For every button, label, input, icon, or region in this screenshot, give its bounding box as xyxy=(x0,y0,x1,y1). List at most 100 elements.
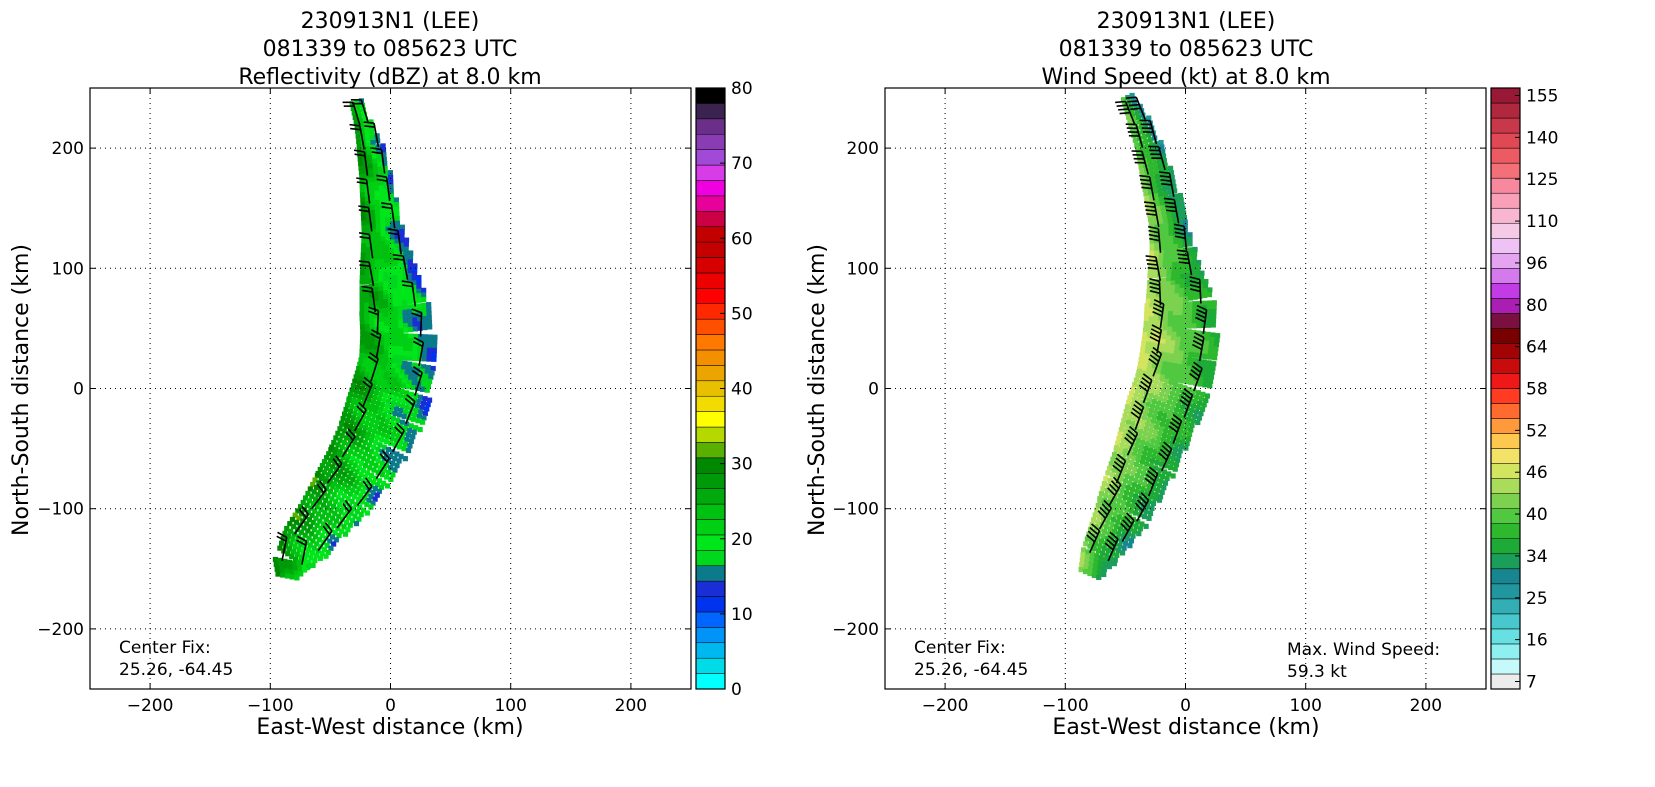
wind-speed-field-cell xyxy=(1149,239,1155,245)
reflectivity-field-cell xyxy=(364,323,370,330)
reflectivity-field-cell xyxy=(402,305,408,311)
reflectivity-field-cell xyxy=(392,456,398,462)
reflectivity-field-cell xyxy=(397,287,403,293)
reflectivity-field-cell xyxy=(366,224,372,230)
wind-speed-field-cell xyxy=(1203,397,1209,404)
wind-speed-field-cell xyxy=(1177,224,1184,231)
wind-speed-field-cell xyxy=(1131,416,1137,422)
wind-speed-field-cell xyxy=(1137,448,1143,455)
wind-speed-wind-barb-feather xyxy=(1149,277,1160,283)
wind-speed-center-fix-annotation: 25.26, -64.45 xyxy=(914,660,1028,680)
reflectivity-field-cell xyxy=(346,453,352,459)
reflectivity-field-cell xyxy=(376,148,382,154)
wind-speed-field-cell xyxy=(1159,406,1165,412)
wind-speed-field-cell xyxy=(1206,360,1212,366)
reflectivity-field-cell xyxy=(344,457,350,463)
wind-speed-wind-barb-feather xyxy=(1159,175,1171,178)
wind-speed-field-cell xyxy=(1183,287,1190,293)
reflectivity-field-cell xyxy=(358,460,364,466)
wind-speed-field-cell xyxy=(1149,243,1155,249)
reflectivity-field-cell xyxy=(364,344,370,351)
wind-speed-field-cell xyxy=(1104,507,1110,513)
wind-speed-wind-barb-feather xyxy=(1116,453,1126,462)
reflectivity-field-cell xyxy=(393,372,400,379)
wind-speed-wind-barb-feather xyxy=(1106,538,1116,547)
wind-speed-field-cell xyxy=(1128,475,1135,481)
reflectivity-field-cell xyxy=(392,311,399,317)
reflectivity-field-cell xyxy=(371,444,377,450)
reflectivity-field-cell xyxy=(360,456,366,462)
reflectivity-field-cell xyxy=(326,512,332,518)
wind-speed-field-cell xyxy=(1158,196,1165,202)
wind-speed-field-cell xyxy=(1144,303,1150,309)
reflectivity-field-cell xyxy=(367,163,374,170)
wind-speed-field-cell xyxy=(1128,538,1135,544)
reflectivity-field-cell xyxy=(283,563,289,569)
wind-speed-field-cell xyxy=(1144,353,1150,359)
wind-speed-field-cell xyxy=(1175,417,1182,424)
wind-speed-field-cell xyxy=(1155,420,1161,426)
wind-speed-field-cell xyxy=(1181,210,1187,216)
wind-speed-wind-barb-feather xyxy=(1099,506,1108,516)
wind-speed-field-cell xyxy=(1179,201,1185,207)
wind-speed-field-cell xyxy=(1182,223,1188,230)
reflectivity-field-cell xyxy=(383,180,389,186)
reflectivity-colorbar-tick-label: 40 xyxy=(731,380,753,400)
wind-speed-field-cell xyxy=(1186,323,1192,329)
reflectivity-field-cell xyxy=(313,496,319,502)
wind-speed-field-cell xyxy=(1191,260,1197,266)
wind-speed-colorbar-segment xyxy=(1490,132,1521,149)
wind-speed-field-cell xyxy=(1102,529,1108,535)
wind-speed-field-cell xyxy=(1114,474,1120,480)
reflectivity-field-cell xyxy=(411,289,417,295)
reflectivity-field-cell xyxy=(328,447,334,453)
reflectivity-field-cell xyxy=(294,539,300,545)
wind-speed-field-cell xyxy=(1176,270,1182,276)
wind-speed-field-cell xyxy=(1140,348,1146,354)
reflectivity-field-cell xyxy=(375,446,381,453)
wind-speed-field-cell xyxy=(1180,419,1186,425)
reflectivity-field-cell xyxy=(361,429,367,435)
wind-speed-field-cell xyxy=(1151,206,1157,213)
wind-speed-field-cell xyxy=(1161,157,1167,164)
wind-speed-field-cell xyxy=(1110,533,1116,539)
wind-speed-field-cell xyxy=(1190,334,1196,340)
reflectivity-field-cell xyxy=(377,426,383,432)
reflectivity-field-cell xyxy=(377,166,383,172)
reflectivity-field-cell xyxy=(373,171,379,178)
wind-speed-field-cell xyxy=(1200,391,1206,397)
wind-speed-field-cell xyxy=(1137,361,1144,367)
reflectivity-field-cell xyxy=(409,371,415,377)
wind-speed-field-cell xyxy=(1172,253,1179,259)
wind-speed-wind-barb-feather xyxy=(1193,361,1203,370)
reflectivity-field-cell xyxy=(342,482,348,488)
wind-speed-colorbar-segment xyxy=(1490,283,1521,299)
reflectivity-field-cell xyxy=(383,325,390,331)
reflectivity-field-cell xyxy=(356,366,362,372)
wind-speed-field-cell xyxy=(1202,288,1208,294)
wind-speed-field-cell xyxy=(1154,224,1160,230)
reflectivity-field-cell xyxy=(402,441,409,447)
reflectivity-field-cell xyxy=(350,105,356,112)
wind-speed-field-cell xyxy=(1141,340,1147,347)
reflectivity-field-cell xyxy=(374,190,380,196)
reflectivity-field-cell xyxy=(331,522,337,529)
wind-speed-colorbar-segment xyxy=(1490,463,1521,479)
wind-speed-field-cell xyxy=(1100,533,1106,540)
wind-speed-field-cell xyxy=(1177,220,1184,226)
reflectivity-field-cell xyxy=(369,191,375,197)
wind-speed-wind-barb-feather xyxy=(1149,281,1160,287)
wind-speed-field-cell xyxy=(1122,101,1128,107)
reflectivity-colorbar-segment xyxy=(695,195,726,212)
reflectivity-field-cell xyxy=(389,216,396,222)
wind-speed-field-cell xyxy=(1188,290,1194,296)
wind-speed-wind-barb-feather xyxy=(1134,502,1144,512)
reflectivity-field-cell xyxy=(298,529,304,535)
reflectivity-field-cell xyxy=(325,493,331,499)
wind-speed-field-cell xyxy=(1154,459,1160,466)
reflectivity-field-cell xyxy=(375,241,381,247)
wind-speed-field-cell xyxy=(1142,410,1149,417)
reflectivity-field-cell xyxy=(369,460,375,466)
reflectivity-field-cell xyxy=(422,320,428,326)
wind-speed-wind-barb-feather xyxy=(1140,182,1152,186)
